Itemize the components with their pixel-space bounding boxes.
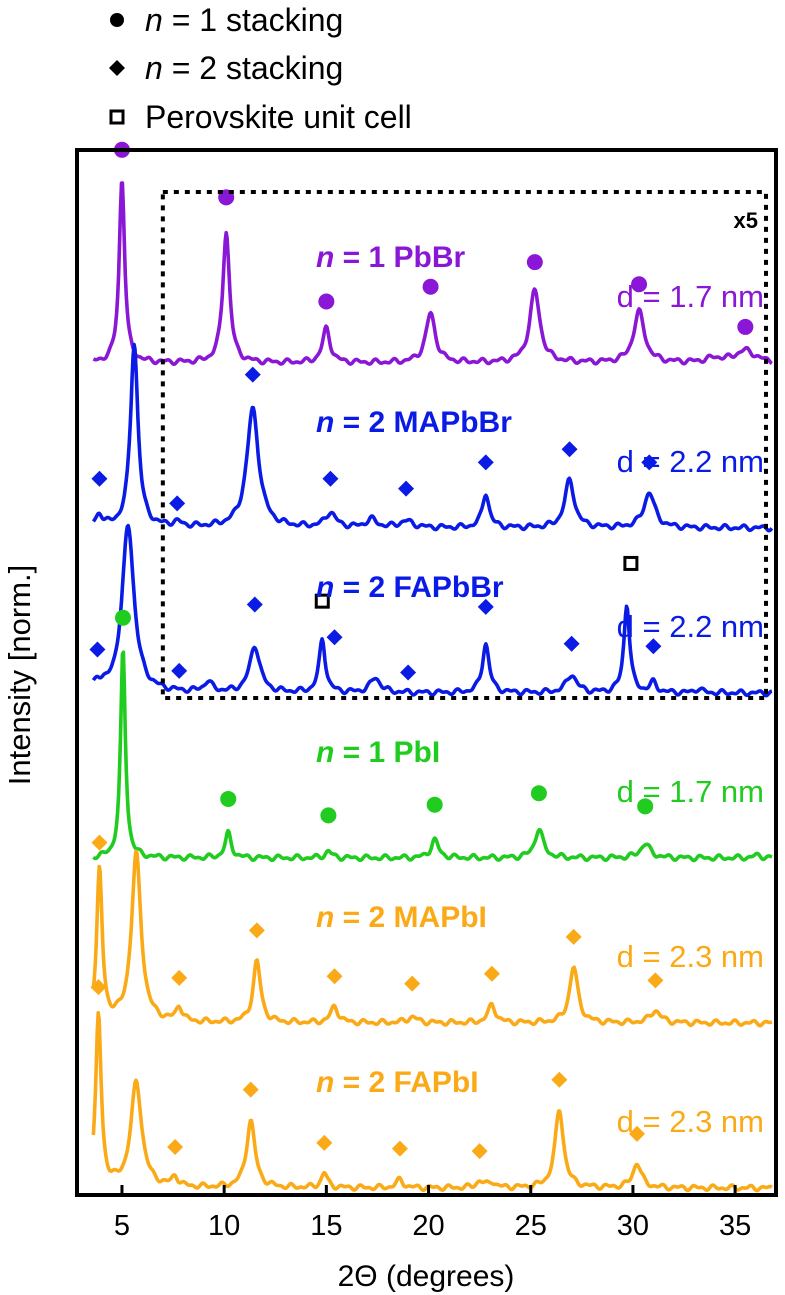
legend-circle-icon bbox=[110, 13, 124, 27]
diamond-marker bbox=[404, 975, 421, 992]
diamond-marker bbox=[242, 1081, 259, 1098]
legend-label: n = 2 stacking bbox=[145, 50, 343, 86]
legend-label: Perovskite unit cell bbox=[145, 99, 412, 135]
series-line bbox=[92, 181, 773, 366]
series-d-spacing: d = 2.2 nm bbox=[617, 444, 764, 479]
diamond-marker bbox=[322, 470, 339, 487]
diamond-marker bbox=[565, 928, 582, 945]
diamond-marker bbox=[326, 968, 343, 985]
square-marker bbox=[314, 593, 330, 609]
series-line bbox=[92, 650, 773, 863]
legend-label: n = 1 stacking bbox=[145, 2, 343, 38]
diamond-marker bbox=[647, 972, 664, 989]
diamond-marker bbox=[645, 638, 662, 655]
series-line bbox=[91, 849, 773, 1028]
circle-marker bbox=[114, 609, 131, 626]
circle-marker bbox=[320, 807, 337, 824]
diamond-marker bbox=[246, 596, 263, 613]
circle-marker bbox=[220, 790, 237, 807]
series-name: n = 2 FAPbI bbox=[316, 1066, 479, 1099]
diamond-marker bbox=[171, 969, 188, 986]
series-name: n = 1 PbBr bbox=[316, 241, 466, 274]
diamond-marker bbox=[91, 834, 108, 851]
diamond-marker bbox=[400, 664, 417, 681]
x-axis-label: 2Θ (degrees) bbox=[338, 1260, 515, 1293]
circle-marker bbox=[422, 278, 439, 295]
x-tick-label: 10 bbox=[208, 1210, 240, 1242]
circle-marker bbox=[318, 293, 335, 310]
x-tick-label: 30 bbox=[617, 1210, 649, 1242]
diamond-marker bbox=[90, 979, 107, 996]
diamond-marker bbox=[171, 662, 188, 679]
series-d-spacing: d = 2.2 nm bbox=[617, 609, 764, 644]
series-d-spacing: d = 1.7 nm bbox=[617, 774, 764, 809]
series-d-spacing: d = 2.3 nm bbox=[617, 1104, 764, 1139]
x-axis: 5 10 15 20 25 30 35 bbox=[114, 1185, 751, 1242]
legend-diamond-icon bbox=[109, 60, 125, 76]
series-line bbox=[91, 342, 774, 533]
circle-marker bbox=[526, 254, 543, 271]
inset-scale-label: x5 bbox=[734, 208, 758, 233]
plot-frame bbox=[75, 148, 778, 1197]
series-d-spacing: d = 2.3 nm bbox=[617, 939, 764, 974]
diamond-marker bbox=[471, 1143, 488, 1160]
inset-box bbox=[160, 190, 768, 700]
diamond-marker bbox=[169, 495, 186, 512]
diamond-marker bbox=[326, 629, 343, 646]
diamond-marker bbox=[563, 635, 580, 652]
series-line bbox=[91, 523, 773, 698]
x-tick-label: 20 bbox=[412, 1210, 444, 1242]
circle-marker bbox=[737, 318, 754, 335]
diamond-marker bbox=[167, 1139, 184, 1155]
legend-square-icon bbox=[109, 109, 125, 125]
diamond-marker bbox=[629, 1125, 646, 1142]
circle-marker bbox=[530, 785, 547, 802]
diamond-marker bbox=[316, 1134, 333, 1151]
diamond-marker bbox=[483, 965, 500, 982]
diamond-marker bbox=[477, 454, 494, 471]
diamond-marker bbox=[89, 641, 106, 658]
square-marker bbox=[623, 555, 639, 571]
legend: n = 1 stacking n = 2 stacking Perovskite u… bbox=[109, 2, 412, 135]
series-d-spacing: d = 1.7 nm bbox=[617, 279, 764, 314]
x-tick-label: 15 bbox=[310, 1210, 342, 1242]
series-line bbox=[91, 1011, 773, 1193]
y-axis-label: Intensity [norm.] bbox=[2, 565, 37, 786]
diamond-marker bbox=[551, 1071, 568, 1088]
series-labels: n = 1 PbBr d = 1.7 nm n = 2 MAPbBr d = 2.2 … bbox=[316, 241, 764, 1139]
diamond-marker bbox=[391, 1140, 408, 1157]
diamond-marker bbox=[244, 366, 261, 383]
x-tick-label: 25 bbox=[515, 1210, 547, 1242]
diamond-marker bbox=[641, 454, 658, 471]
series-name: n = 2 FAPbBr bbox=[316, 571, 504, 604]
diamond-marker bbox=[248, 922, 265, 939]
diamond-marker bbox=[477, 598, 494, 615]
diamond-marker bbox=[561, 441, 578, 458]
x-tick-label: 5 bbox=[114, 1210, 130, 1242]
diamond-marker bbox=[398, 480, 415, 497]
circle-marker bbox=[637, 798, 654, 815]
x-tick-label: 35 bbox=[719, 1210, 751, 1242]
series-curves bbox=[91, 181, 774, 1193]
circle-marker bbox=[631, 276, 648, 293]
circle-marker bbox=[426, 796, 443, 813]
series-name: n = 2 MAPbBr bbox=[316, 406, 512, 439]
series-name: n = 1 PbI bbox=[316, 736, 440, 769]
diamond-marker bbox=[91, 470, 108, 487]
series-name: n = 2 MAPbI bbox=[316, 901, 487, 934]
